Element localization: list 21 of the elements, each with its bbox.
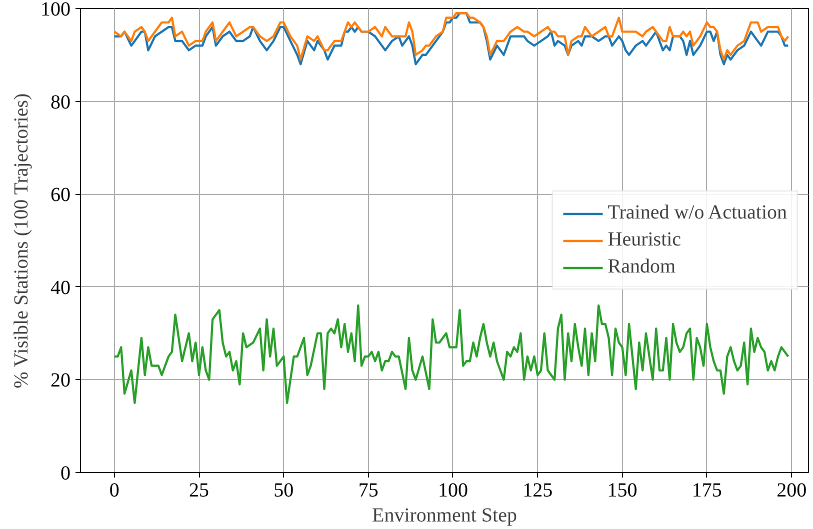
x-tick-label: 50 [274,480,294,502]
y-tick-label: 40 [50,276,70,299]
y-tick-label: 100 [40,0,70,20]
y-tick-label: 80 [50,91,70,114]
x-tick-label: 150 [607,480,638,502]
x-tick-label: 100 [438,480,468,502]
x-tick-label: 75 [358,480,378,502]
x-tick-label: 25 [189,480,210,502]
legend-label: Heuristic [608,228,682,252]
x-axis-title: Environment Step [372,504,517,526]
x-tick-label: 200 [776,480,807,502]
y-tick-label: 60 [50,184,70,206]
x-tick-label: 125 [522,480,553,502]
y-tick-label: 0 [60,462,70,484]
x-tick-label: 0 [109,480,120,502]
y-axis-title: % Visible Stations (100 Trajectories) [10,93,32,388]
legend-label: Trained w/o Actuation [608,202,787,224]
x-tick-label: 175 [692,480,722,502]
y-tick-label: 20 [50,370,70,392]
line-series [113,304,790,404]
legend-label: Random [608,256,676,278]
